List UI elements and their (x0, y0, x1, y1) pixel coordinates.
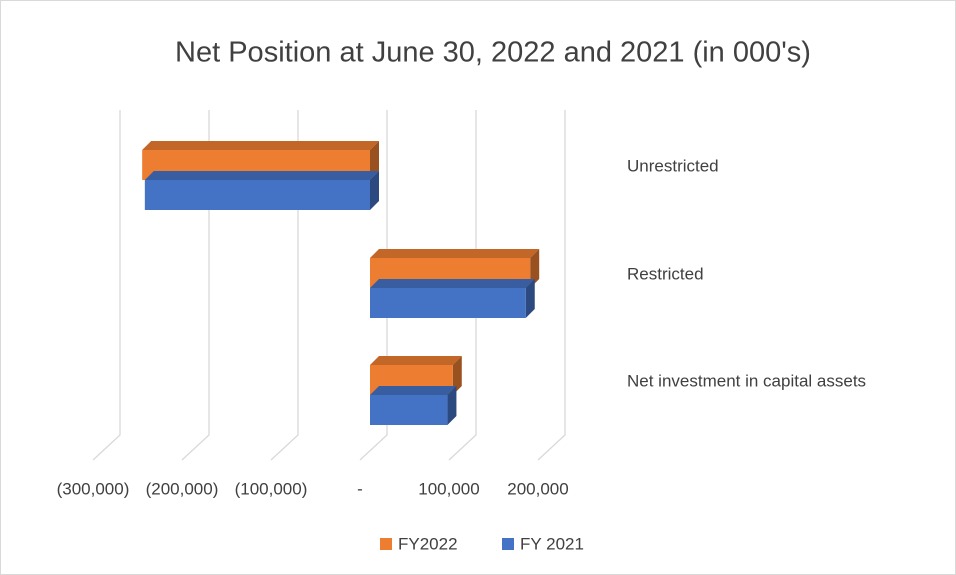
legend-label: FY 2021 (520, 534, 584, 553)
category-label: Restricted (627, 264, 704, 283)
category-label: Unrestricted (627, 156, 719, 175)
bar-top (370, 249, 540, 258)
bar-top (370, 279, 535, 288)
bar-top (144, 171, 379, 180)
bar-side (370, 171, 379, 210)
chart-title: Net Position at June 30, 2022 and 2021 (… (175, 37, 811, 69)
bar (144, 180, 370, 210)
bar-side (452, 356, 462, 395)
bar-top (370, 386, 457, 395)
grid-line (359, 110, 388, 461)
legend-label: FY2022 (398, 534, 458, 553)
x-tick-label: (200,000) (146, 479, 219, 498)
grid-line (92, 110, 121, 461)
legend-swatch (502, 538, 514, 550)
bar-side (525, 279, 535, 318)
grid-line (181, 110, 210, 461)
grid-line (448, 110, 477, 461)
bar-top (370, 356, 462, 365)
x-tick-label: - (357, 479, 363, 498)
bar-side (370, 141, 379, 180)
x-tick-label: (300,000) (57, 479, 130, 498)
grid-line (537, 110, 566, 461)
x-tick-label: (100,000) (235, 479, 308, 498)
bar-top (142, 141, 379, 150)
bar (370, 288, 526, 318)
bar-side (447, 386, 457, 425)
bar-side (530, 249, 540, 288)
category-label: Net investment in capital assets (627, 371, 866, 390)
bar (370, 395, 448, 425)
x-tick-label: 200,000 (507, 479, 568, 498)
grid-line (270, 110, 299, 461)
legend-swatch (380, 538, 392, 550)
x-tick-label: 100,000 (418, 479, 479, 498)
